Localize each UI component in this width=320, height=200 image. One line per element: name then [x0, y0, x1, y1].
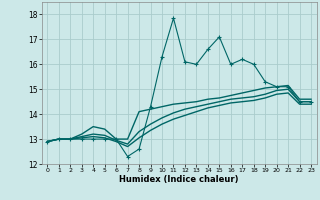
X-axis label: Humidex (Indice chaleur): Humidex (Indice chaleur)	[119, 175, 239, 184]
